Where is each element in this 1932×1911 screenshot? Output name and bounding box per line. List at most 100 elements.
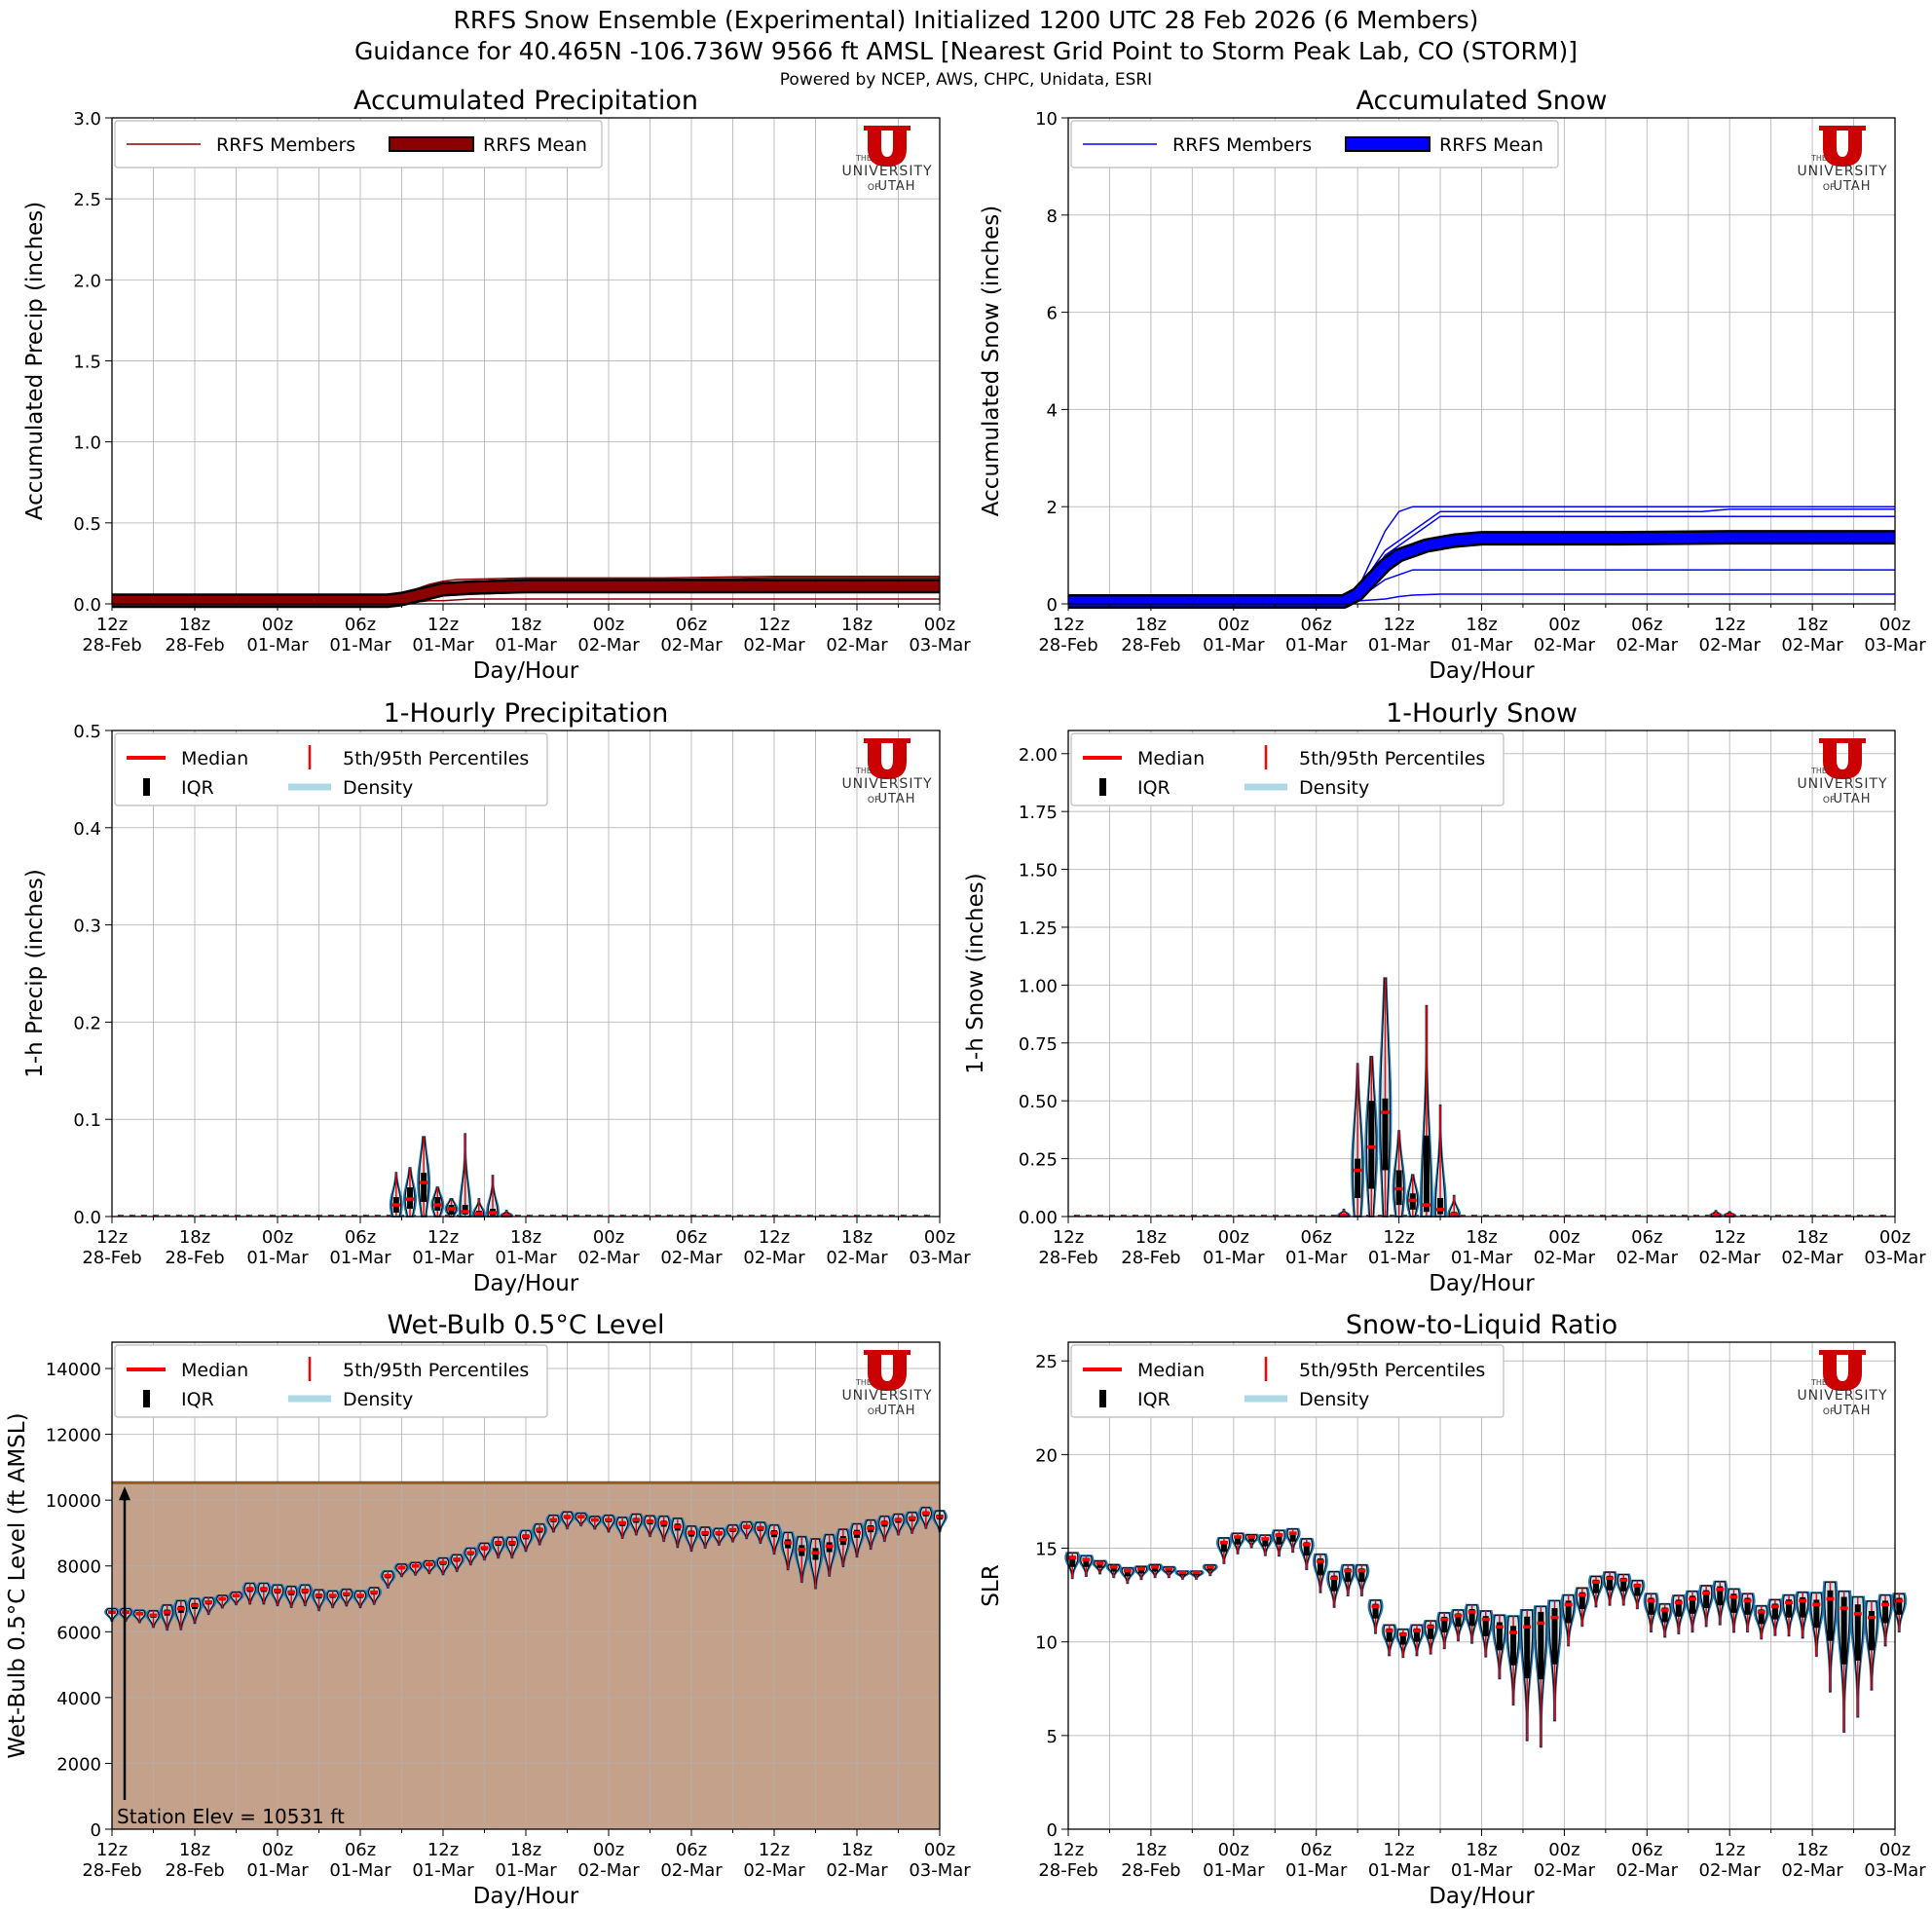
violin-58 xyxy=(890,1513,907,1536)
logo-text-of: OF xyxy=(1823,1407,1835,1417)
violin-outline xyxy=(1448,1195,1460,1218)
violin-outline xyxy=(1479,1610,1492,1658)
violin-outline xyxy=(1893,1592,1906,1632)
violin-outline xyxy=(188,1597,202,1624)
x-tick-label: 01-Mar xyxy=(1203,1860,1265,1881)
violin-outline xyxy=(1134,1565,1148,1580)
y-tick-label: 1.5 xyxy=(73,353,101,373)
violin-46 xyxy=(724,1523,741,1543)
violin-9 xyxy=(1174,1570,1191,1580)
x-tick-label: 02-Mar xyxy=(826,1248,888,1268)
arrow-head-icon xyxy=(119,1486,130,1501)
violin-iqr xyxy=(1355,1158,1361,1198)
violin-outline xyxy=(285,1586,298,1608)
violin-58 xyxy=(1849,1595,1866,1718)
violin-22 xyxy=(1354,1563,1370,1596)
violin-iqr xyxy=(1220,1540,1227,1553)
x-tick-label: 18z xyxy=(1135,1227,1167,1248)
logo-text-utah: UTAH xyxy=(877,179,915,194)
violin-23 xyxy=(1367,1598,1384,1634)
violin-27 xyxy=(1423,1620,1439,1655)
violin-outline xyxy=(1672,1594,1685,1634)
violin-1 xyxy=(1064,1552,1081,1580)
utah-u-serif-icon xyxy=(1819,126,1866,131)
violin-outline xyxy=(1686,1591,1699,1632)
x-tick-label: 00z xyxy=(1548,615,1579,635)
violin-57 xyxy=(1836,1590,1852,1733)
y-tick-label: 10 xyxy=(1035,109,1058,130)
violin-iqr xyxy=(1882,1600,1889,1624)
x-tick-label: 01-Mar xyxy=(1203,1248,1265,1268)
violin-iqr xyxy=(1399,1631,1406,1645)
x-tick-label: 02-Mar xyxy=(660,1860,723,1881)
x-tick-label: 01-Mar xyxy=(495,1860,557,1881)
violin-1 xyxy=(389,1172,403,1218)
violin-outline xyxy=(1121,1567,1133,1584)
y-tick-label: 0.1 xyxy=(73,1110,101,1131)
violin-outline xyxy=(1232,1532,1245,1555)
violin-53 xyxy=(821,1533,837,1577)
legend-density-label: Density xyxy=(343,777,413,799)
violin-outline xyxy=(906,1512,918,1534)
violin-13 xyxy=(1230,1532,1245,1555)
violin-outline xyxy=(1163,1566,1175,1578)
violin-iqr xyxy=(1289,1531,1296,1542)
violin-outline xyxy=(446,1198,457,1218)
violin-29 xyxy=(490,1536,506,1559)
violin-34 xyxy=(559,1511,576,1530)
x-tick-label: 06z xyxy=(1631,1840,1662,1860)
violin-iqr xyxy=(1551,1608,1558,1665)
violin-outline xyxy=(436,1557,450,1575)
logo-text-university: UNIVERSITY xyxy=(1797,164,1887,179)
logo-text-utah: UTAH xyxy=(877,1404,915,1418)
x-tick-label: 02-Mar xyxy=(743,1248,805,1268)
logo-text-of: OF xyxy=(868,796,879,806)
x-tick-label: 12z xyxy=(1053,1227,1084,1248)
x-tick-label: 01-Mar xyxy=(246,1860,309,1881)
violin-57 xyxy=(876,1515,893,1543)
violin-outline xyxy=(423,1560,435,1574)
x-tick-label: 00z xyxy=(1218,1840,1249,1860)
violin-outline xyxy=(657,1516,670,1542)
x-tick-label: 06z xyxy=(345,1227,376,1248)
x-tick-label: 00z xyxy=(262,615,293,635)
x-tick-label: 03-Mar xyxy=(1864,635,1926,656)
logo-text-the: THE xyxy=(1810,154,1827,163)
x-tick-label: 12z xyxy=(427,1227,459,1248)
x-axis-label: Day/Hour xyxy=(1429,1271,1535,1296)
violin-outline xyxy=(1700,1585,1713,1627)
violin-59 xyxy=(904,1511,920,1534)
violin-44 xyxy=(1656,1602,1673,1638)
violin-28 xyxy=(1436,1611,1453,1650)
violin-outline xyxy=(492,1536,504,1558)
y-tick-label: 2.5 xyxy=(73,190,101,210)
violin-29 xyxy=(1450,1609,1467,1642)
legend-iqr-label: IQR xyxy=(181,1389,214,1410)
violin-50 xyxy=(1739,1592,1756,1633)
x-tick-label: 00z xyxy=(262,1227,293,1248)
x-tick-label: 01-Mar xyxy=(1451,1248,1513,1268)
violin-49 xyxy=(765,1523,783,1555)
x-tick-label: 12z xyxy=(1053,1840,1084,1860)
violin-outline xyxy=(713,1527,725,1546)
violin-55 xyxy=(1808,1592,1825,1658)
x-tick-label: 00z xyxy=(1879,615,1911,635)
violin-60 xyxy=(917,1506,934,1529)
violin-6 xyxy=(172,1599,189,1630)
violin-24 xyxy=(421,1559,437,1575)
y-tick-label: 0.75 xyxy=(1019,1034,1058,1055)
violin-7 xyxy=(1419,1004,1433,1218)
violin-outline xyxy=(892,1514,905,1536)
x-tick-label: 28-Feb xyxy=(1038,1248,1097,1268)
y-tick-label: 25 xyxy=(1035,1352,1058,1372)
x-tick-label: 28-Feb xyxy=(1121,1860,1180,1881)
violin-iqr xyxy=(1620,1577,1627,1592)
violin-iqr xyxy=(1423,1135,1430,1213)
x-tick-label: 01-Mar xyxy=(1285,1860,1348,1881)
violin-iqr xyxy=(1579,1592,1585,1610)
violin-outline xyxy=(782,1531,795,1570)
violin-21 xyxy=(1340,1563,1356,1596)
x-tick-label: 01-Mar xyxy=(1203,635,1265,656)
violin-outline xyxy=(1259,1534,1272,1556)
logo-text-the: THE xyxy=(855,767,872,775)
